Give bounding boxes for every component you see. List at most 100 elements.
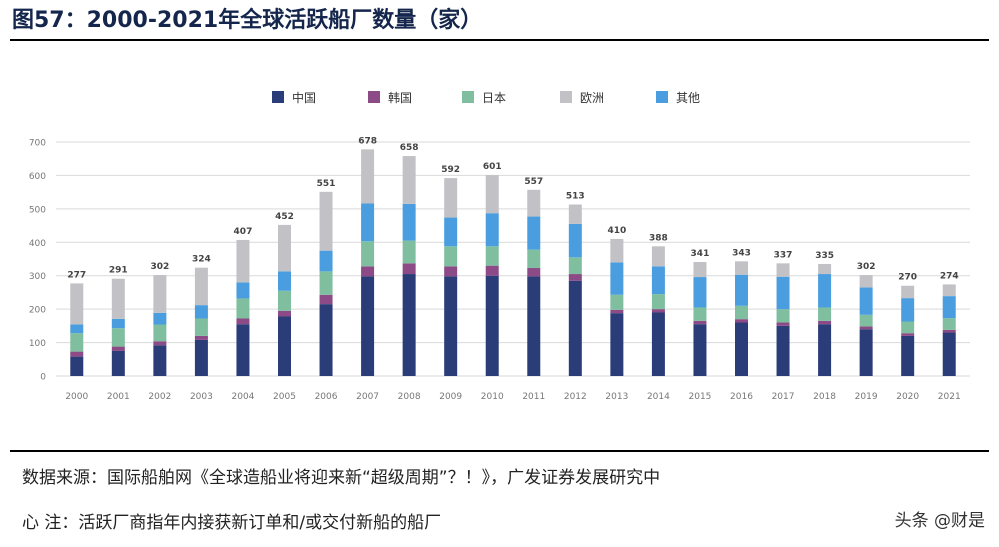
data-label: 551 (317, 179, 336, 189)
bar-segment (444, 178, 458, 218)
legend-item: 韩国 (368, 86, 412, 108)
x-tick-label: 2004 (232, 392, 255, 402)
bottom-divider (10, 450, 989, 452)
bar-segment (942, 332, 956, 376)
data-label: 277 (67, 270, 86, 280)
y-tick-label: 300 (29, 272, 46, 282)
bar-segment (444, 266, 458, 277)
bar-segment (402, 263, 416, 275)
bar-segment (859, 329, 873, 376)
x-tick-label: 2017 (772, 392, 795, 402)
x-tick-label: 2008 (398, 392, 421, 402)
bar-segment (111, 328, 125, 347)
bar-segment (901, 285, 915, 299)
legend-label: 日本 (482, 90, 507, 105)
legend-label: 其他 (676, 90, 701, 105)
source-note: 数据来源：国际船舶网《全球造船业将迎来新“超级周期”？！》，广发证券发展研究中 (22, 468, 661, 488)
bar-segment (693, 277, 707, 308)
bar-segment (194, 318, 208, 336)
x-tick-label: 2009 (439, 392, 462, 402)
x-tick-label: 2021 (938, 392, 961, 402)
x-tick-label: 2000 (65, 392, 88, 402)
x-tick-label: 2012 (564, 392, 587, 402)
bar-segment (776, 322, 790, 326)
x-tick-label: 2003 (190, 392, 213, 402)
x-tick-label: 2019 (855, 392, 878, 402)
data-label: 452 (275, 212, 294, 222)
x-tick-label: 2013 (605, 392, 628, 402)
bar-segment (111, 278, 125, 319)
legend-swatch (368, 91, 380, 103)
top-divider (10, 39, 989, 41)
bar-segment (651, 312, 665, 376)
data-label: 601 (483, 162, 502, 172)
x-tick-label: 2005 (273, 392, 296, 402)
bar-segment (278, 310, 291, 317)
bar-segment (194, 335, 208, 340)
bar-segment (278, 316, 291, 376)
bar-segment (402, 156, 416, 204)
bar-segment (402, 274, 416, 376)
bar-segment (818, 320, 832, 325)
x-tick-label: 2011 (522, 392, 545, 402)
data-label: 388 (649, 233, 668, 243)
bar-segment (361, 266, 375, 277)
bar-segment (278, 271, 291, 291)
bar-segment (153, 341, 167, 346)
bar-segment (859, 275, 873, 288)
bar-segment (859, 314, 873, 327)
y-tick-label: 600 (29, 172, 46, 182)
data-label: 557 (524, 177, 543, 187)
bar-segment (485, 213, 499, 247)
bar-segment (278, 290, 291, 311)
y-tick-label: 100 (29, 339, 46, 349)
bar-segment (901, 298, 915, 322)
bar-segment (485, 265, 499, 276)
bar-segment (693, 262, 707, 278)
bar-segment (194, 267, 208, 306)
bar-segment (818, 274, 832, 308)
bar-segment (319, 191, 333, 251)
bar-segment (111, 346, 125, 351)
data-label: 337 (774, 250, 793, 260)
bar-segment (485, 246, 499, 266)
y-tick-label: 400 (29, 239, 46, 249)
bar-segment (776, 309, 790, 323)
bar-segment (361, 276, 375, 376)
bar-segment (153, 312, 167, 325)
bar-segment (651, 266, 665, 295)
bar-segment (610, 309, 624, 314)
legend-label: 中国 (292, 90, 317, 105)
bar-segment (610, 313, 624, 376)
bar-segment (693, 320, 707, 325)
bar-segment (901, 333, 915, 336)
bar-segment (319, 250, 333, 272)
bar-segment (527, 189, 541, 217)
bar-segment (444, 246, 458, 267)
bar-segment (818, 307, 832, 321)
bar-segment (901, 335, 915, 376)
bar-segment (735, 274, 748, 306)
bar-segment (942, 284, 956, 297)
data-label: 302 (150, 262, 169, 272)
data-label: 513 (566, 192, 585, 202)
data-label: 341 (691, 249, 710, 259)
bar-segment (610, 294, 624, 310)
bar-segment (735, 261, 748, 275)
bar-segment (485, 175, 499, 214)
data-label: 658 (400, 143, 419, 153)
bar-segment (444, 276, 458, 376)
data-label: 410 (607, 226, 626, 236)
data-label: 270 (898, 273, 917, 283)
bar-segment (776, 263, 790, 277)
footnote: 心 注：活跃厂商指年内接获新订单和/或交付新船的船厂 (22, 513, 442, 533)
bar-segment (153, 345, 167, 376)
data-label: 274 (940, 271, 959, 281)
bar-segment (319, 294, 333, 305)
data-label: 407 (234, 227, 253, 237)
x-tick-label: 2020 (896, 392, 919, 402)
bar-segment (651, 309, 665, 313)
bar-segment (527, 268, 541, 277)
bar-segment (818, 264, 832, 275)
x-tick-label: 2015 (689, 392, 712, 402)
